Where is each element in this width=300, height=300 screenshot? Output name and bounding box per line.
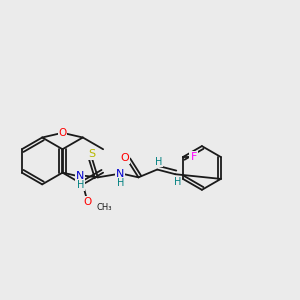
Text: N: N	[76, 171, 85, 181]
Text: H: H	[174, 177, 182, 187]
Text: H: H	[117, 178, 124, 188]
Text: N: N	[116, 169, 124, 179]
Text: H: H	[76, 180, 84, 190]
Text: CH₃: CH₃	[96, 203, 112, 212]
Text: O: O	[83, 196, 92, 207]
Text: S: S	[88, 149, 95, 159]
Text: O: O	[58, 128, 67, 138]
Text: H: H	[155, 157, 163, 167]
Text: F: F	[190, 152, 197, 162]
Text: O: O	[121, 153, 129, 163]
